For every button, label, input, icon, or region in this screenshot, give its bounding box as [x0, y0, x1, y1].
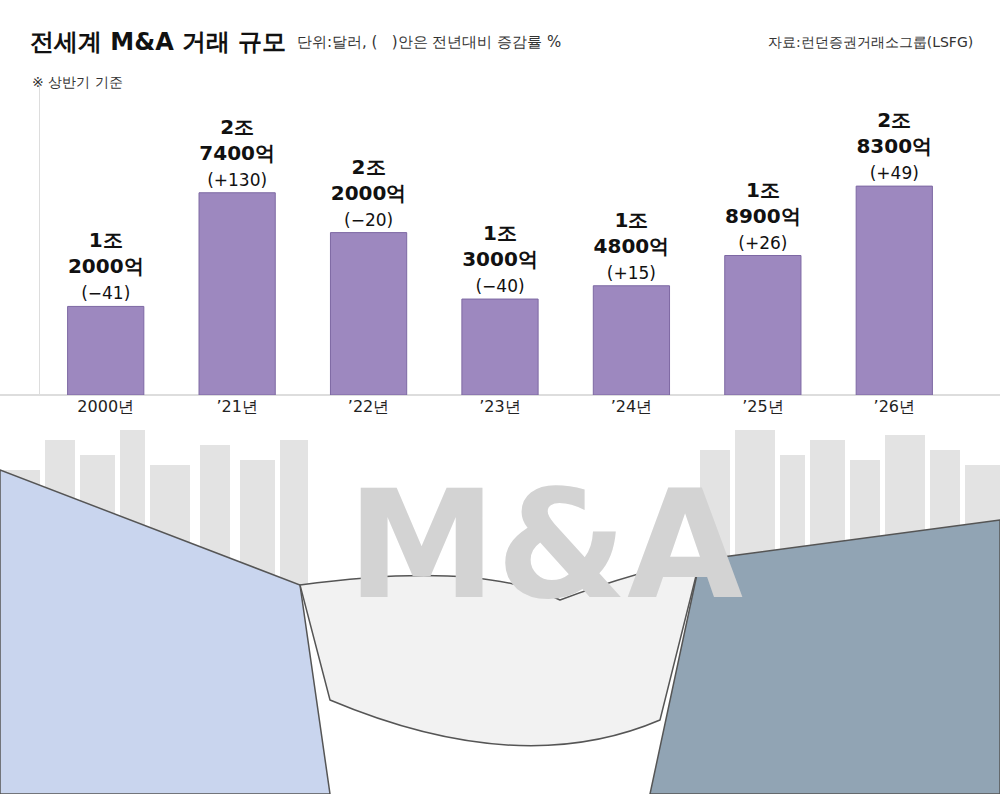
- svg-text:’21년: ’21년: [216, 397, 257, 416]
- svg-text:’25년: ’25년: [742, 397, 783, 416]
- svg-text:1조3000억(−40): 1조3000억(−40): [462, 221, 538, 296]
- svg-text:1조4800억(+15): 1조4800억(+15): [594, 208, 670, 283]
- svg-text:’23년: ’23년: [479, 397, 520, 416]
- svg-text:단위:달러, ( )안은 전년대비 증감률 %: 단위:달러, ( )안은 전년대비 증감률 %: [297, 33, 561, 51]
- svg-text:1조8900억(+26): 1조8900억(+26): [725, 178, 801, 253]
- svg-text:2조7400억(+130): 2조7400억(+130): [199, 115, 275, 190]
- svg-text:※ 상반기 기준: ※ 상반기 기준: [32, 74, 123, 90]
- svg-text:2000년: 2000년: [77, 397, 134, 416]
- svg-text:M&A: M&A: [347, 458, 743, 632]
- svg-text:2조8300억(+49): 2조8300억(+49): [856, 108, 932, 183]
- svg-text:1조2000억(−41): 1조2000억(−41): [68, 228, 144, 303]
- svg-text:2조2000억(−20): 2조2000억(−20): [331, 155, 407, 230]
- svg-text:’22년: ’22년: [348, 397, 389, 416]
- svg-text:자료:런던증권거래소그룹(LSFG): 자료:런던증권거래소그룹(LSFG): [768, 34, 973, 50]
- svg-text:’24년: ’24년: [611, 397, 652, 416]
- svg-text:’26년: ’26년: [874, 397, 915, 416]
- svg-text:전세계 M&A 거래 규모: 전세계 M&A 거래 규모: [30, 28, 286, 56]
